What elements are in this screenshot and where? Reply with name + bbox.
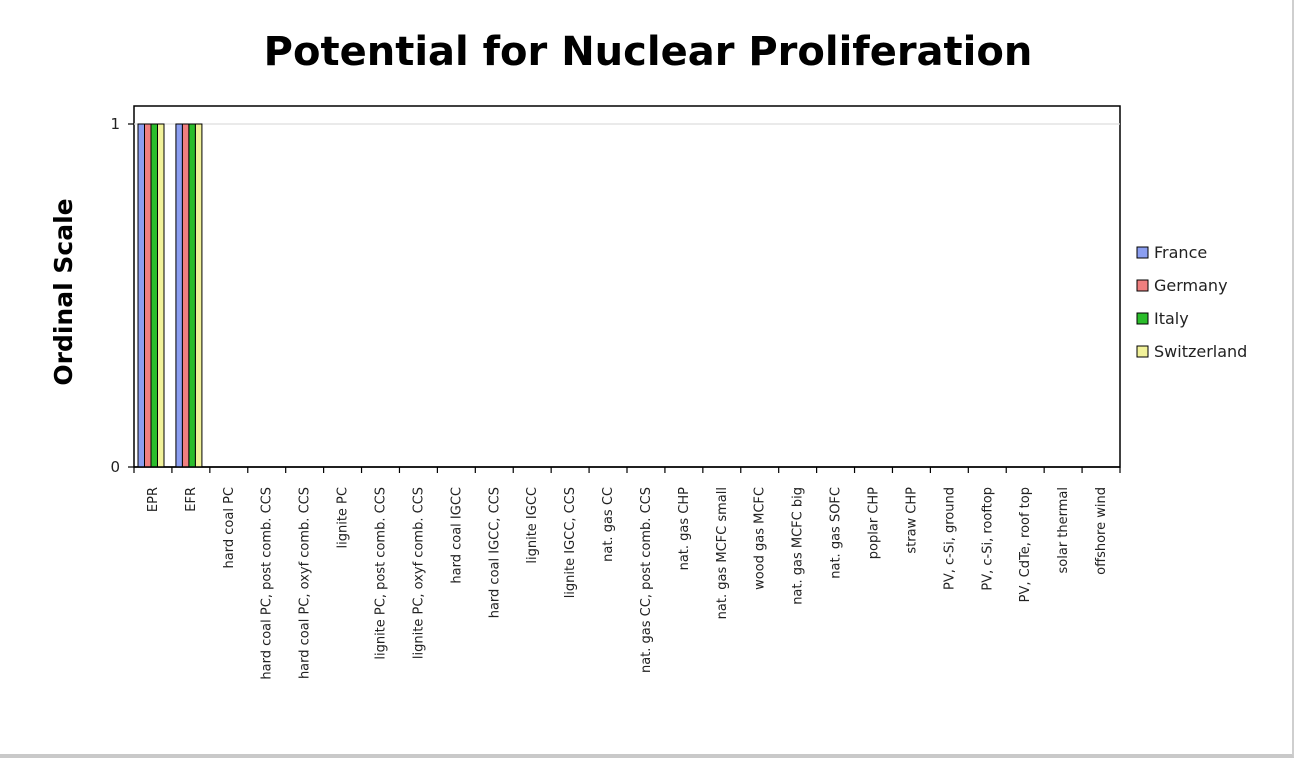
y-tick-label: 1 <box>110 115 120 133</box>
x-category-label: lignite PC <box>336 487 351 548</box>
chart-title: Potential for Nuclear Proliferation <box>264 29 1033 75</box>
y-axis-label: Ordinal Scale <box>49 198 78 385</box>
x-category-label: PV, CdTe, roof top <box>1018 487 1033 602</box>
x-category-label: lignite PC, post comb. CCS <box>374 487 389 660</box>
x-category-label: wood gas MCFC <box>753 487 768 590</box>
bar-switzerland-0 <box>157 123 165 468</box>
y-tick-label: 0 <box>110 458 120 476</box>
x-category-label: lignite IGCC <box>525 487 540 564</box>
x-axis-ticks: EPR EFR hard coal PC hard coal PC, post com… <box>133 467 1121 680</box>
x-category-label: EFR <box>184 487 199 512</box>
x-category-label: nat. gas CC, post comb. CCS <box>639 487 654 673</box>
bar-france-0 <box>137 123 145 468</box>
legend-label-italy: Italy <box>1154 309 1189 328</box>
x-category-label: nat. gas MCFC small <box>715 487 730 619</box>
x-category-label: PV, c-Si, rooftop <box>980 487 995 591</box>
x-category-label: nat. gas MCFC big <box>791 487 806 605</box>
x-category-label: hard coal PC, post comb. CCS <box>260 487 275 680</box>
x-category-label: PV, c-Si, ground <box>942 487 957 590</box>
bar-switzerland-1 <box>194 123 203 468</box>
legend-label-switzerland: Switzerland <box>1154 342 1247 361</box>
legend: France Germany Italy Switzerland <box>1136 243 1247 361</box>
legend-swatch-germany <box>1136 279 1149 292</box>
bar-germany-1 <box>181 123 190 468</box>
x-category-label: solar thermal <box>1056 487 1071 573</box>
legend-label-germany: Germany <box>1154 276 1228 295</box>
x-category-label: nat. gas CHP <box>677 487 692 571</box>
legend-label-france: France <box>1154 243 1207 262</box>
bar-france-1 <box>175 123 183 468</box>
x-category-label: hard coal PC, oxyf comb. CCS <box>298 487 313 679</box>
bar-italy-0 <box>150 123 158 468</box>
bar-italy-1 <box>188 123 196 468</box>
x-category-label: poplar CHP <box>867 487 882 559</box>
x-category-label: hard coal PC <box>222 487 237 568</box>
plot-area <box>133 105 1121 468</box>
x-category-label: offshore wind <box>1094 487 1109 575</box>
x-category-label: lignite PC, oxyf comb. CCS <box>411 487 426 659</box>
x-category-label: hard coal IGCC, CCS <box>487 487 502 618</box>
bar-germany-0 <box>144 123 152 468</box>
legend-swatch-france <box>1136 246 1149 259</box>
x-category-label: hard coal IGCC <box>449 487 464 584</box>
legend-swatch-switzerland <box>1136 345 1149 358</box>
bars <box>137 123 203 468</box>
legend-swatch-italy <box>1136 312 1149 325</box>
x-category-label: nat. gas SOFC <box>829 487 844 579</box>
x-category-label: straw CHP <box>904 487 919 554</box>
x-category-label: nat. gas CC <box>601 487 616 562</box>
x-category-label: lignite IGCC, CCS <box>563 487 578 598</box>
x-category-label: EPR <box>146 487 161 512</box>
